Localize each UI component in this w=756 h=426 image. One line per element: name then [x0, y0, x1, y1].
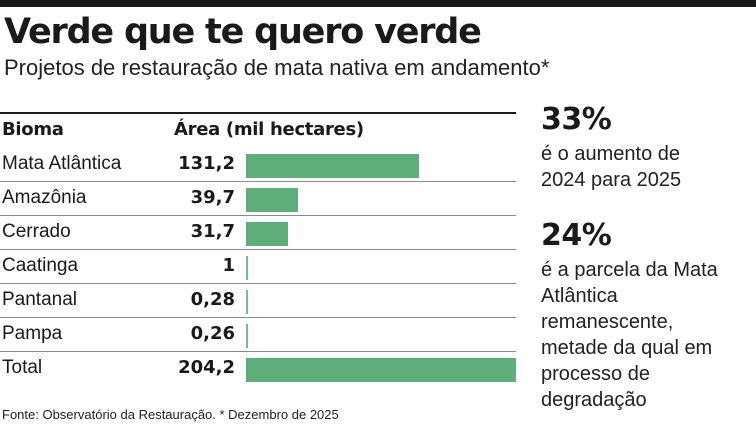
biome-name: Caatinga — [2, 255, 79, 276]
table-row: Pampa 0,26 — [0, 318, 516, 352]
header-area: Área (mil hectares) — [174, 119, 364, 140]
biome-name: Mata Atlântica — [2, 153, 122, 174]
area-value: 131,2 — [178, 153, 235, 174]
area-value: 0,28 — [190, 289, 235, 310]
area-bar — [246, 290, 248, 314]
biome-name: Amazônia — [2, 187, 87, 208]
table-row: Mata Atlântica 131,2 — [0, 148, 516, 182]
biome-name: Pantanal — [2, 289, 78, 310]
chart-subtitle: Projetos de restauração de mata nativa e… — [4, 55, 550, 80]
stat-block-1: 33% é o aumento de 2024 para 2025 — [541, 103, 751, 193]
source-note: Fonte: Observatório da Restauração. * De… — [2, 407, 339, 422]
stat-block-2: 24% é a parcela da Mata Atlântica remane… — [541, 219, 751, 413]
area-value: 204,2 — [178, 357, 235, 378]
area-value: 1 — [222, 255, 235, 276]
area-bar — [246, 222, 288, 246]
area-bar — [246, 154, 420, 178]
stat-text-2: é a parcela da Mata Atlântica remanescen… — [541, 259, 718, 411]
stat-text-1: é o aumento de 2024 para 2025 — [541, 143, 682, 191]
header-rule — [0, 112, 516, 114]
table-row: Cerrado 31,7 — [0, 216, 516, 250]
biome-name: Cerrado — [2, 221, 71, 242]
biome-name: Pampa — [2, 323, 63, 344]
area-value: 31,7 — [190, 221, 235, 242]
area-bar — [246, 256, 248, 280]
area-bar — [246, 324, 248, 348]
table-row: Amazônia 39,7 — [0, 182, 516, 216]
area-value: 39,7 — [190, 187, 235, 208]
table-rows: Mata Atlântica 131,2 Amazônia 39,7 Cerrado 31… — [0, 148, 516, 385]
total-row: Total 204,2 — [0, 352, 516, 385]
stat-value-1: 33% — [541, 102, 612, 137]
chart-title: Verde que te quero verde — [4, 12, 482, 52]
table-row: Pantanal 0,28 — [0, 284, 516, 318]
top-bar — [0, 0, 756, 7]
area-bar — [246, 188, 299, 212]
table-row: Caatinga 1 — [0, 250, 516, 284]
area-value: 0,26 — [190, 323, 235, 344]
stat-value-2: 24% — [541, 218, 612, 253]
table-header: Bioma Área (mil hectares) — [0, 114, 516, 148]
biome-name: Total — [2, 357, 43, 378]
biome-table: Bioma Área (mil hectares) Mata Atlântica… — [0, 112, 516, 385]
area-bar — [246, 358, 516, 382]
header-bioma: Bioma — [2, 119, 64, 140]
